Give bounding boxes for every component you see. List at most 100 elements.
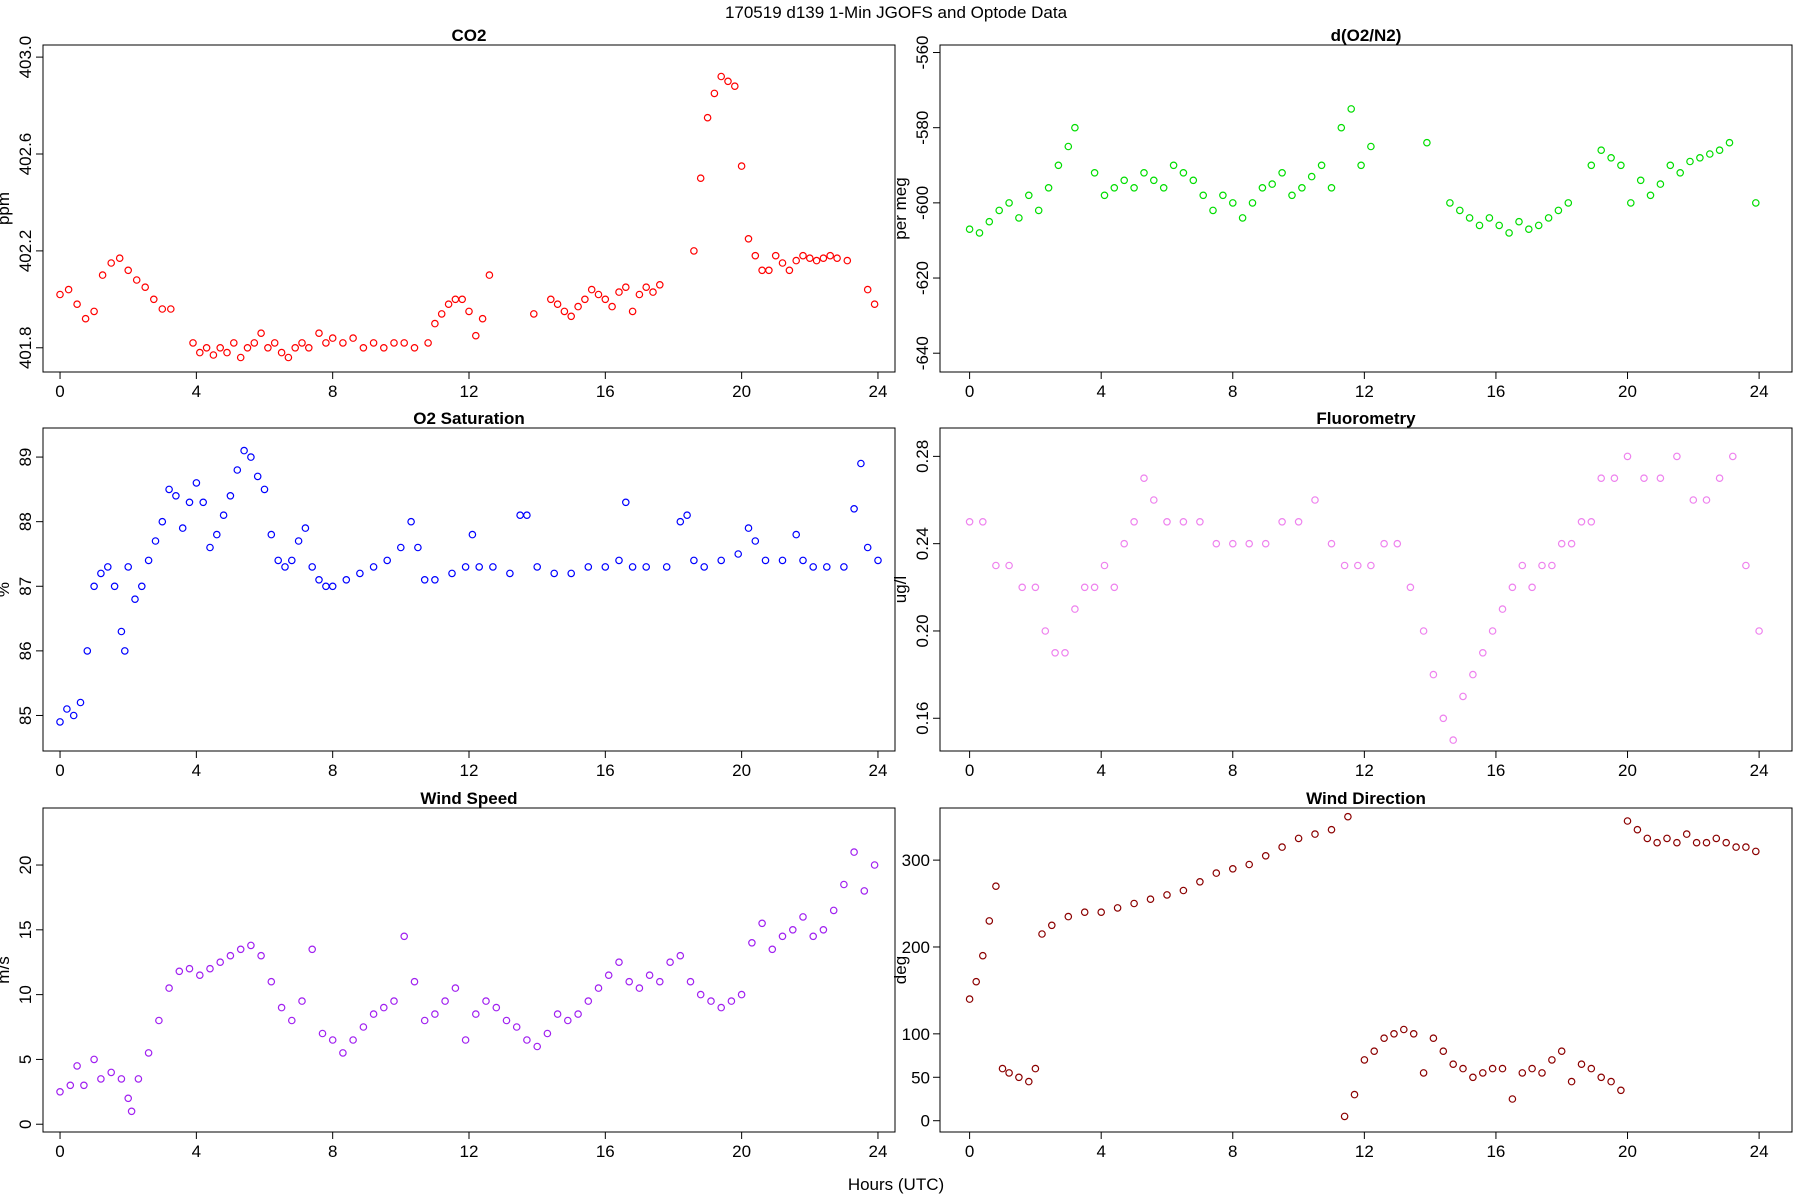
d-o2-n2-point: [1100, 191, 1109, 200]
fluorometry-point: [1061, 648, 1069, 657]
wind-direction-ytick-label: 200: [902, 938, 930, 957]
wind-speed-point: [615, 958, 623, 967]
co2-point: [250, 339, 259, 347]
o2-saturation-point: [822, 563, 831, 571]
co2-point: [485, 271, 494, 279]
o2-saturation-point: [642, 563, 651, 571]
co2-point: [189, 339, 197, 347]
wind-speed-point: [850, 848, 858, 856]
d-o2-n2-point: [1199, 191, 1208, 200]
co2-point: [196, 348, 204, 357]
o2-saturation-point: [809, 563, 818, 571]
d-o2-n2-point: [1587, 161, 1596, 170]
wind-direction-point: [1048, 921, 1056, 930]
fluorometry-point: [1278, 517, 1286, 526]
wind-speed-point: [788, 925, 797, 934]
co2-point: [390, 339, 398, 347]
wind-direction-xtick-label: 4: [1096, 1142, 1105, 1161]
wind-direction-point: [1380, 1034, 1388, 1043]
wind-direction-point: [1311, 830, 1319, 838]
wind-speed-ylabel: m/s: [0, 956, 13, 983]
wind-speed-point: [829, 906, 838, 915]
o2-saturation-xtick-label: 16: [596, 761, 615, 780]
wind-direction-point: [1469, 1073, 1477, 1082]
d-o2-n2-point: [1327, 184, 1336, 192]
wind-speed-point: [727, 997, 736, 1005]
o2-saturation-point: [199, 498, 208, 507]
wind-direction-point: [1459, 1064, 1467, 1073]
o2-saturation-point: [301, 524, 310, 532]
fluorometry-point: [1393, 539, 1402, 548]
d-o2-n2-xtick-label: 4: [1096, 382, 1105, 401]
d-o2-n2-points: [965, 105, 1760, 237]
wind-direction-point: [1449, 1060, 1458, 1069]
fluorometry-point: [1610, 474, 1619, 483]
o2-saturation-point: [506, 569, 514, 578]
co2-point: [546, 295, 555, 304]
d-o2-n2-point: [1706, 150, 1714, 158]
wind-speed-point: [799, 913, 807, 921]
d-o2-n2-point: [1446, 199, 1454, 207]
fluorometry-point: [1100, 561, 1109, 570]
fluorometry-point: [1080, 583, 1089, 592]
fluorometry-point: [1488, 627, 1497, 635]
wind-speed-point: [717, 1003, 726, 1012]
fluorometry-point: [1196, 517, 1204, 526]
co2-point: [328, 334, 337, 342]
d-o2-n2-ytick-label: -600: [913, 186, 932, 220]
o2-saturation-point: [342, 575, 351, 584]
o2-saturation-point: [131, 595, 139, 604]
wind-direction-point: [1340, 1112, 1349, 1121]
co2-point: [792, 256, 801, 265]
d-o2-n2-point: [1189, 176, 1198, 185]
co2-point: [628, 307, 637, 316]
o2-saturation-point: [683, 511, 691, 520]
co2-point: [56, 290, 64, 299]
wind-direction-point: [1722, 838, 1731, 847]
figure-title: 170519 d139 1-Min JGOFS and Optode Data: [725, 3, 1068, 22]
d-o2-n2-point: [1367, 142, 1375, 151]
wind-direction-ytick-label: 100: [902, 1025, 930, 1044]
o2-saturation-point: [550, 569, 559, 578]
fluorometry-point: [1577, 517, 1586, 526]
wind-direction-point: [1712, 834, 1721, 843]
wind-speed-point: [768, 945, 777, 954]
co2-point: [132, 276, 141, 284]
co2-point: [90, 307, 98, 316]
o2-saturation-point: [850, 504, 858, 513]
wind-speed-point: [308, 945, 317, 954]
fluorometry-point: [1261, 539, 1270, 548]
o2-saturation-point: [267, 530, 276, 539]
fluorometry-point: [1212, 539, 1221, 548]
o2-saturation-point: [247, 453, 255, 461]
d-o2-n2-point: [1617, 161, 1625, 170]
wind-direction-point: [1097, 908, 1106, 917]
o2-saturation-point: [172, 491, 180, 500]
fluorometry-title: Fluorometry: [1316, 409, 1416, 428]
fluorometry-point: [1367, 561, 1375, 570]
fluorometry-xtick-label: 12: [1355, 761, 1374, 780]
fluorometry-point: [1294, 517, 1303, 526]
o2-saturation-point: [516, 511, 524, 520]
co2-point: [349, 334, 357, 342]
d-o2-n2-point: [1515, 217, 1523, 226]
d-o2-n2-point: [1054, 161, 1063, 170]
wind-direction-xtick-label: 12: [1355, 1142, 1374, 1161]
wind-speed-xtick-label: 4: [192, 1142, 201, 1161]
co2-point: [141, 283, 150, 292]
wind-direction-point: [1643, 834, 1652, 843]
d-o2-n2-point: [1110, 184, 1119, 192]
co2-point: [785, 266, 794, 275]
o2-saturation-point: [151, 537, 160, 545]
o2-saturation-point: [328, 582, 337, 591]
fluorometry-point: [1449, 736, 1458, 744]
wind-speed-point: [216, 958, 225, 967]
co2-point: [369, 339, 378, 347]
wind-direction-points: [965, 812, 1760, 1121]
o2-saturation-point: [475, 563, 484, 571]
wind-direction-point: [1498, 1064, 1507, 1073]
co2-point: [587, 285, 596, 294]
wind-direction-point: [1528, 1064, 1536, 1073]
d-o2-n2-point: [1005, 199, 1013, 207]
d-o2-n2-point: [985, 217, 994, 226]
